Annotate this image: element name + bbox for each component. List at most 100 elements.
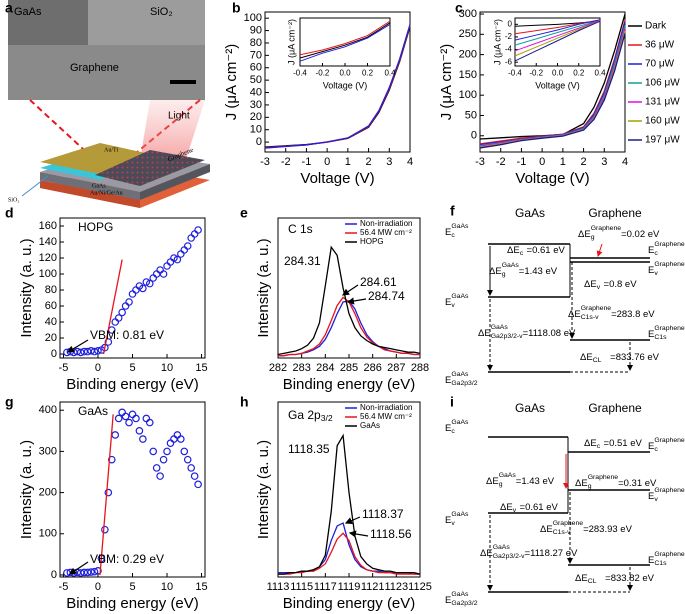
x-tick-label: 0.0 [552,68,564,77]
level-label-text: E [445,515,451,526]
x-axis-label: Binding energy (eV) [283,595,416,612]
x-axis-label: Binding energy (eV) [66,376,199,393]
level-label: ΔEGa2p3/2-v GaAs =1118.08 eV [478,324,576,340]
level-label-sub: C1s [654,334,667,341]
level-label: ΔEC1s-v Graphene=283.93 eV [540,520,633,536]
level-label-tail: =0.61 eV [520,502,559,513]
level-label-text: ΔE [489,266,502,277]
annotation: 1118.56 [370,527,412,541]
photo-label: Graphene [70,62,119,74]
x-tick-label: 10 [161,362,173,374]
panel-label: c [455,0,463,16]
level-label-sub: C1s-v [553,529,571,536]
annotation-arrow [346,297,367,305]
point [183,242,192,250]
x-tick-label: 1121 [361,581,385,593]
legend-label: 160 μW [645,116,680,127]
x-tick-label: 3 [386,156,392,168]
point [125,418,133,427]
y-tick-label: 300 [39,445,57,457]
level-label-tail: =0.8 eV [604,279,638,290]
level-label-sub: c [451,232,455,239]
level-label-text: ΔE [575,573,588,584]
x-tick-label: 15 [195,362,207,374]
scale-bar [170,80,196,84]
level-label-text: ΔE [507,245,520,256]
y-tick-label: 20 [45,332,57,344]
annotation: 284.74 [368,289,405,303]
level-label-text: ΔE [580,352,593,363]
y-tick-label: 30 [250,99,262,111]
level-label-sub: CL [588,578,597,585]
diagram-header: Graphene [588,401,642,415]
y-tick-label: 0 [51,569,57,581]
series-line [264,24,411,149]
annotation: HOPG [78,220,113,234]
y-tick-label: -6 [505,57,513,66]
level-label-text: E [648,491,654,502]
point [114,414,123,423]
level-label: ΔEv =0.8 eV [584,279,637,291]
level-label-sub: c [654,446,658,453]
level-label-text: E [445,227,451,238]
level-label: Ec GaAs [445,223,469,239]
x-tick-label: 3 [601,156,607,168]
annotation: VBM: 0.29 eV [90,552,164,566]
point [114,314,123,322]
point [104,338,113,346]
x-tick-label: 1113 [267,581,290,593]
x-tick-label: -0.4 [508,68,522,77]
level-label-sup: GaAs [491,324,509,331]
annotation-text: Ga 2p [288,408,321,422]
level-label: Ev GaAs [445,293,469,309]
legend-label: 197 μW [645,135,680,146]
point [163,262,171,270]
annotation: VBM: 0.81 eV [90,328,164,342]
panel-a [8,0,210,208]
point [145,279,154,288]
legend-label: 36 μW [645,40,675,51]
level-label-text: ΔE [478,328,491,339]
level-label-sup: Graphene [654,241,685,248]
series-line [514,20,601,57]
panel-label: d [5,205,14,221]
legend-label: Non-irradiation [360,219,412,228]
x-tick-label: 0.2 [573,68,585,77]
level-label-text: ΔE [584,279,597,290]
x-tick-label: 4 [407,156,413,168]
level-label-text: E [648,441,654,452]
annotation-arrow [66,339,89,353]
series-line [299,23,391,62]
level-label-sub: Ga2p3/2-v [491,333,523,340]
panel-label: a [5,0,13,16]
level-label-text: ΔE [480,548,493,559]
point [139,284,147,293]
schematic-label: Au/Ni/Ge/Au [90,190,123,196]
level-label-sub: c [654,250,658,257]
y-axis-label: Intensity (a. u.) [18,238,35,337]
photo-region [8,0,88,45]
layer-graphene [95,150,205,186]
point [152,270,161,278]
level-label: Ev GaAs [445,511,469,527]
level-label: ΔECL =833.76 eV [580,352,660,364]
schematic-label: Au/Ti [104,147,118,153]
x-tick-label: 1 [560,156,566,168]
x-tick-label: 5 [129,581,135,593]
level-label-text: ΔE [578,229,591,240]
level-label-sup: Graphene [591,225,622,232]
point [90,347,99,356]
diagram-header: GaAs [515,401,545,415]
level-label-sub: g [588,483,592,490]
level-label: EC1s Graphene [648,551,685,567]
point [94,567,102,575]
x-tick-label: 0.0 [339,68,351,77]
legend-label: Non-irradiation [360,403,412,412]
level-label: ΔEg GaAs=1.43 eV [486,472,555,488]
y-axis-label: J (μA cm⁻²) [286,19,296,65]
inset-frame [299,17,391,67]
series-line [514,19,601,41]
series-line [102,259,123,355]
annotation: 1118.35 [288,442,330,456]
point [173,255,182,264]
